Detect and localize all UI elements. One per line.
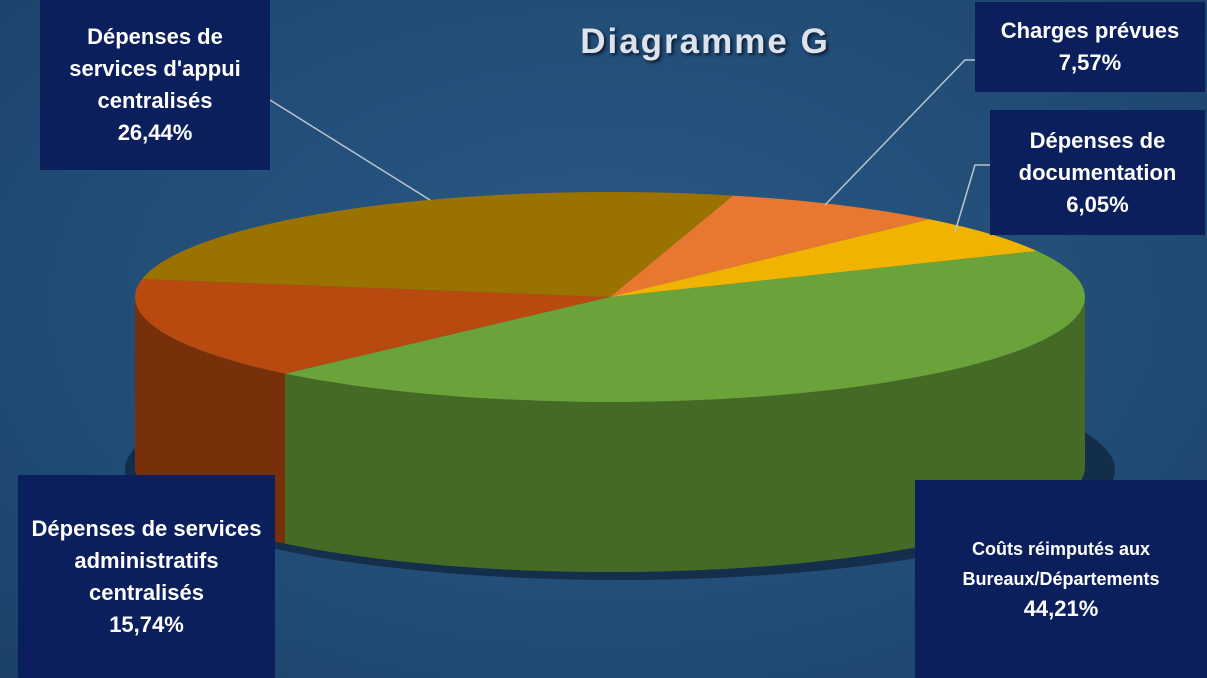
label-name: Dépenses de documentation bbox=[1018, 127, 1177, 185]
slice-side-shade bbox=[285, 297, 1085, 572]
data-label: Coûts réimputés aux Bureaux/Départements… bbox=[915, 480, 1207, 678]
leader-line bbox=[824, 59, 975, 206]
label-value: 44,21% bbox=[1023, 596, 1099, 621]
label-value: 15,74% bbox=[109, 611, 184, 637]
data-label: Charges prévues 7,57% bbox=[975, 2, 1205, 92]
data-label: Dépenses de services d'appui centralisés… bbox=[40, 0, 270, 170]
leader-line bbox=[269, 99, 431, 201]
slice bbox=[141, 192, 733, 297]
label-name: Coûts réimputés aux Bureaux/Départements bbox=[962, 539, 1160, 589]
slice-side bbox=[285, 297, 1085, 572]
label-value: 26,44% bbox=[117, 120, 193, 145]
leader-lines bbox=[269, 59, 990, 233]
data-label: Dépenses de documentation 6,05% bbox=[990, 110, 1205, 235]
label-value: 6,05% bbox=[1066, 191, 1129, 217]
pie bbox=[134, 192, 1086, 572]
slice bbox=[610, 219, 1038, 297]
chart-title: Diagramme G bbox=[580, 22, 830, 61]
slice bbox=[610, 195, 930, 297]
label-name: Dépenses de services administratifs cent… bbox=[31, 515, 262, 605]
slice bbox=[134, 279, 611, 374]
data-label: Dépenses de services administratifs cent… bbox=[18, 475, 275, 678]
label-name: Dépenses de services d'appui centralisés bbox=[69, 24, 241, 113]
label-value: 7,57% bbox=[1058, 50, 1122, 75]
leader-line bbox=[954, 164, 990, 233]
slice bbox=[285, 251, 1086, 403]
label-name: Charges prévues bbox=[1000, 18, 1180, 43]
